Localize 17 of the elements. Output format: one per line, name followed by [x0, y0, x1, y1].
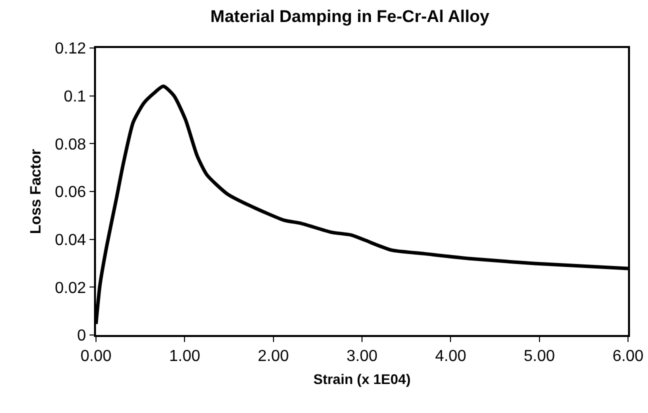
y-tick-label: 0: [77, 328, 86, 345]
x-tick-label: 3.00: [346, 348, 378, 365]
chart-title: Material Damping in Fe-Cr-Al Alloy: [210, 7, 490, 26]
x-tick-label: 5.00: [524, 348, 555, 365]
y-tick-label: 0.1: [64, 88, 86, 106]
x-tick-label: 0.00: [80, 348, 112, 365]
y-tick-label: 0.08: [54, 136, 86, 154]
y-tick-label: 0.12: [54, 40, 86, 58]
x-tick-label: 2.00: [258, 348, 289, 365]
y-axis-title: Loss Factor: [28, 148, 45, 234]
y-tick-label: 0.04: [54, 232, 86, 249]
y-tick-label: 0.06: [54, 184, 86, 202]
x-tick-label: 6.00: [612, 348, 644, 365]
x-tick-label: 4.00: [435, 348, 466, 365]
x-tick-label: 1.00: [169, 348, 200, 365]
x-axis-title: Strain (x 1E04): [313, 370, 411, 387]
y-tick-label: 0.02: [54, 280, 86, 297]
